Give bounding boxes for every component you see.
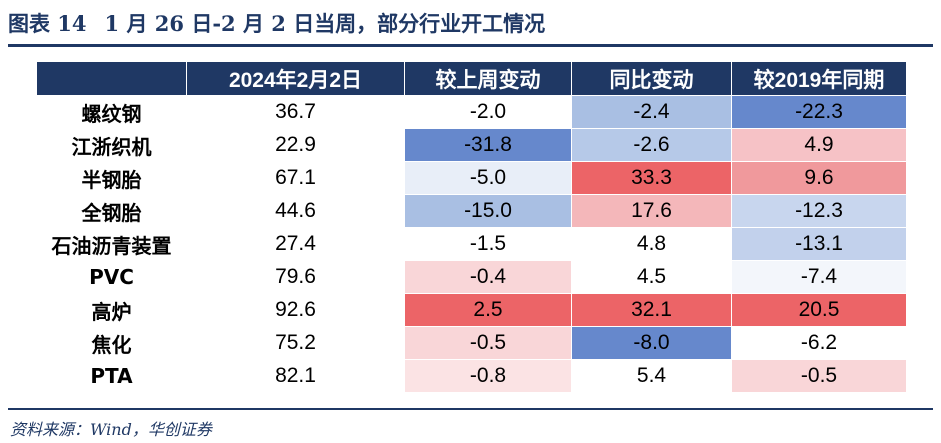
table-row: 江浙织机 22.9 -31.8 -2.6 4.9 xyxy=(36,128,907,162)
figure-caption: 图表 14 1 月 26 日-2 月 2 日当周，部分行业开工情况 xyxy=(8,8,563,40)
table-cell: -15.0 xyxy=(404,194,572,228)
table-cell: 5.4 xyxy=(571,359,732,393)
table-cell: -6.2 xyxy=(731,326,907,360)
table-cell: -0.8 xyxy=(404,359,572,393)
row-label: 江浙织机 xyxy=(36,128,187,162)
row-label: 全钢胎 xyxy=(36,194,187,228)
table-cell: 44.6 xyxy=(186,194,405,228)
table-cell: 2.5 xyxy=(404,293,572,327)
table-row: 半钢胎 67.1 -5.0 33.3 9.6 xyxy=(36,161,907,195)
table-cell: 92.6 xyxy=(186,293,405,327)
row-label: 半钢胎 xyxy=(36,161,187,195)
table-cell: -22.3 xyxy=(731,95,907,129)
table-cell: -2.4 xyxy=(571,95,732,129)
source-note: 资料来源：Wind，华创证券 xyxy=(10,420,212,439)
header-corner xyxy=(36,61,187,96)
table-cell: -12.3 xyxy=(731,194,907,228)
table-cell: -0.4 xyxy=(404,260,572,294)
table-row: 焦化 75.2 -0.5 -8.0 -6.2 xyxy=(36,326,907,360)
table-cell: -5.0 xyxy=(404,161,572,195)
table-cell: 4.9 xyxy=(731,128,907,162)
table-row: PTA 82.1 -0.8 5.4 -0.5 xyxy=(36,359,907,393)
table-header: 2024年2月2日 较上周变动 同比变动 较2019年同期 xyxy=(36,61,907,96)
table-cell: 17.6 xyxy=(571,194,732,228)
column-header: 较上周变动 xyxy=(404,61,572,96)
table-cell: 79.6 xyxy=(186,260,405,294)
column-header: 较2019年同期 xyxy=(731,61,907,96)
top-rule xyxy=(8,44,933,47)
table-row: 螺纹钢 36.7 -2.0 -2.4 -22.3 xyxy=(36,95,907,129)
table-cell: 20.5 xyxy=(731,293,907,327)
table-cell: -2.6 xyxy=(571,128,732,162)
table-row: 石油沥青装置 27.4 -1.5 4.8 -13.1 xyxy=(36,227,907,261)
column-header: 同比变动 xyxy=(571,61,732,96)
table-cell: 27.4 xyxy=(186,227,405,261)
table-cell: -0.5 xyxy=(731,359,907,393)
table-cell: 75.2 xyxy=(186,326,405,360)
table-cell: 33.3 xyxy=(571,161,732,195)
figure-title: 1 月 26 日-2 月 2 日当周，部分行业开工情况 xyxy=(104,11,546,36)
table-cell: 32.1 xyxy=(571,293,732,327)
row-label: 螺纹钢 xyxy=(36,95,187,129)
table-cell: 36.7 xyxy=(186,95,405,129)
table-cell: 67.1 xyxy=(186,161,405,195)
table-cell: 4.8 xyxy=(571,227,732,261)
table-row: PVC 79.6 -0.4 4.5 -7.4 xyxy=(36,260,907,294)
table-cell: 9.6 xyxy=(731,161,907,195)
table-cell: -0.5 xyxy=(404,326,572,360)
table-body: 螺纹钢 36.7 -2.0 -2.4 -22.3 江浙织机 22.9 -31.8 -2.6 4.9… xyxy=(36,95,907,393)
table-cell: -2.0 xyxy=(404,95,572,129)
industry-operating-table: 2024年2月2日 较上周变动 同比变动 较2019年同期 螺纹钢 36.7 -2.0 -2… xyxy=(36,61,907,393)
column-header: 2024年2月2日 xyxy=(186,61,405,96)
table-cell: -8.0 xyxy=(571,326,732,360)
row-label: 石油沥青装置 xyxy=(36,227,187,261)
row-label: 焦化 xyxy=(36,326,187,360)
table-cell: -1.5 xyxy=(404,227,572,261)
table-cell: -13.1 xyxy=(731,227,907,261)
header-row: 2024年2月2日 较上周变动 同比变动 较2019年同期 xyxy=(36,61,907,96)
table-cell: 4.5 xyxy=(571,260,732,294)
table-row: 全钢胎 44.6 -15.0 17.6 -12.3 xyxy=(36,194,907,228)
table-cell: 22.9 xyxy=(186,128,405,162)
table-cell: -31.8 xyxy=(404,128,572,162)
bottom-rule xyxy=(8,408,933,410)
table-cell: 82.1 xyxy=(186,359,405,393)
row-label: PVC xyxy=(36,260,187,294)
row-label: 高炉 xyxy=(36,293,187,327)
table-cell: -7.4 xyxy=(731,260,907,294)
table-row: 高炉 92.6 2.5 32.1 20.5 xyxy=(36,293,907,327)
figure-label: 图表 14 xyxy=(8,11,87,36)
row-label: PTA xyxy=(36,359,187,393)
